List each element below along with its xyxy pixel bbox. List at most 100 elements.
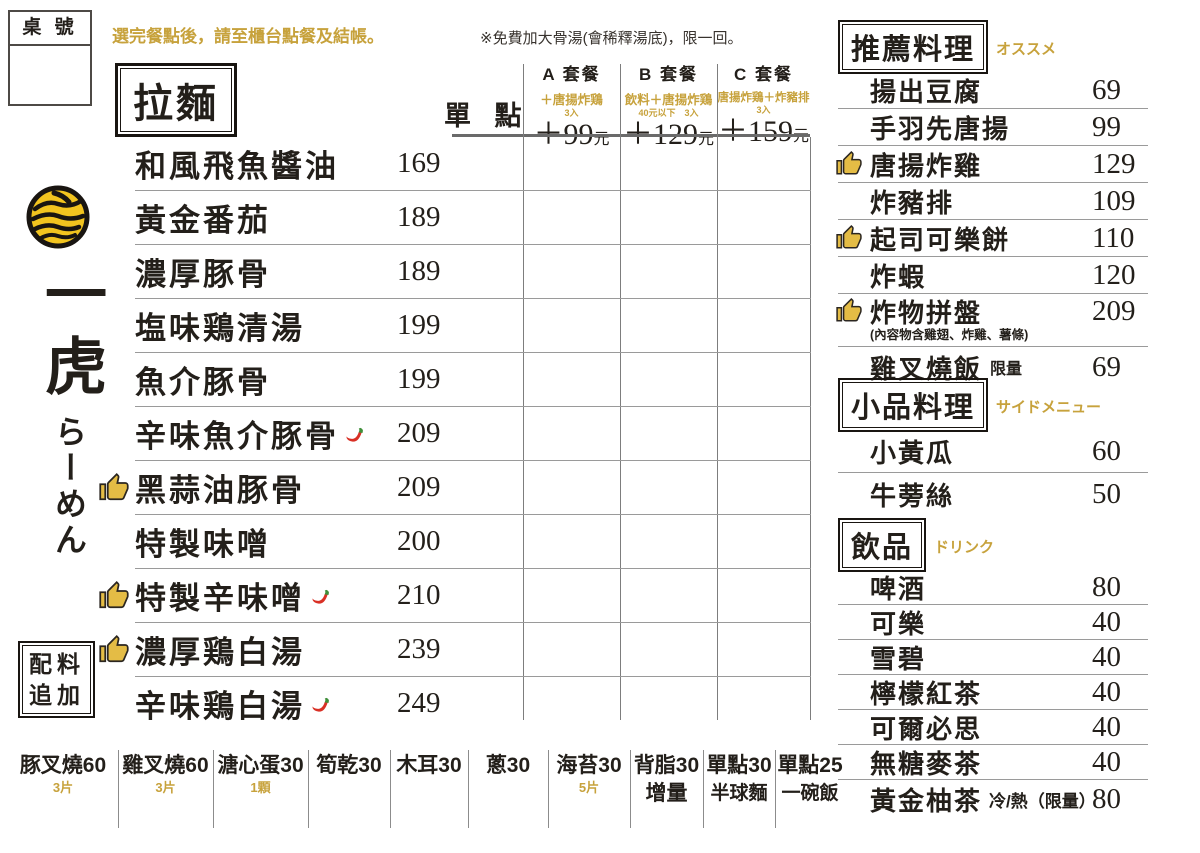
item-price: 200 — [397, 525, 441, 557]
grid-vline-a — [523, 64, 525, 720]
ramen-item-row: 特製味噌 200 — [135, 515, 811, 569]
extras-title: 配料 追加 — [22, 645, 91, 714]
combo-b-tiny: 40元以下 3入 — [638, 108, 699, 118]
drinks-list: 啤酒 80 可樂 40 雪碧 40 檸檬紅茶 40 可爾必思 40 無糖麥茶 4… — [838, 570, 1148, 818]
list-item: 炸物拼盤 209 — [836, 294, 1148, 328]
list-item: 唐揚炸雞 129 — [836, 146, 1148, 183]
list-item: 炸豬排 109 — [838, 183, 1148, 220]
combo-a-tiny: 3入 — [564, 108, 579, 118]
grid-vline-right — [810, 137, 812, 720]
topping-cell: 雞叉燒60 3片 — [122, 754, 209, 795]
sides-list: 小黃瓜 60 牛蒡絲 50 — [838, 430, 1148, 515]
list-item: 牛蒡絲 50 — [870, 477, 1121, 511]
list-item: 檸檬紅茶 40 — [838, 675, 1148, 710]
ramen-item-row: 辛味魚介豚骨 209 — [135, 407, 811, 461]
list-item: 炸蝦 120 — [838, 257, 1148, 294]
list-item: 雪碧 40 — [838, 640, 1148, 675]
list-item: 揚出豆腐 69 — [838, 72, 1148, 109]
combo-a-label: A 套餐 — [542, 65, 601, 84]
recommended-title-box: 推薦料理 — [838, 20, 989, 74]
list-item: 手羽先唐揚 99 — [838, 109, 1148, 146]
list-item: 無糖麥茶 40 — [838, 745, 1148, 780]
item-price: 199 — [397, 363, 441, 395]
recommended-title: 推薦料理 — [842, 24, 985, 70]
drinks-title-box: 飲品 — [838, 518, 927, 572]
sides-subtitle: サイドメニュー — [996, 399, 1102, 416]
topping-cell: 海苔30 5片 — [556, 754, 622, 795]
topping-cell: 單點30 半球麵 — [706, 754, 772, 804]
thumb-up-icon — [836, 151, 862, 175]
drinks-subtitle: ドリンク — [934, 539, 995, 556]
thumb-up-icon — [99, 472, 129, 500]
ramen-item-row: 濃厚豚骨 189 — [135, 245, 811, 299]
item-price: 209 — [397, 417, 441, 449]
item-price: 209 — [397, 471, 441, 503]
ramen-item-row: 魚介豚骨 199 — [135, 353, 811, 407]
topping-divider — [468, 750, 470, 828]
topping-divider — [630, 750, 632, 828]
list-item: 啤酒 80 — [838, 570, 1148, 605]
topping-divider — [118, 750, 120, 828]
list-item-note-row: (內容物含雞翅、炸雞、薯條) — [838, 328, 1148, 347]
combo-c-sub: 唐揚炸鶏＋炸豬排 — [717, 92, 810, 104]
platter-contents-note: (內容物含雞翅、炸雞、薯條) — [870, 328, 1029, 342]
chili-icon — [311, 695, 330, 713]
list-item: 可樂 40 — [838, 605, 1148, 640]
ramen-section-title-box: 拉麵 — [115, 63, 237, 137]
topping-divider — [548, 750, 550, 828]
sides-title-box: 小品料理 — [838, 378, 989, 432]
topping-divider — [775, 750, 777, 828]
item-price: 169 — [397, 147, 441, 179]
topping-cell: 木耳30 — [396, 754, 462, 777]
combo-c-label: C 套餐 — [734, 65, 793, 84]
combo-b-label: B 套餐 — [639, 65, 698, 84]
topping-divider — [703, 750, 705, 828]
order-instruction: 選完餐點後，請至櫃台點餐及結帳。 — [112, 27, 384, 46]
topping-cell: 豚叉燒60 3片 — [19, 754, 107, 795]
combo-a-sub: ＋唐揚炸鶏 — [540, 93, 603, 107]
thumb-up-icon — [99, 634, 129, 662]
list-item: 小黃瓜 60 — [838, 430, 1148, 473]
list-item: 黃金柚茶 冷/熱（限量） 80 — [870, 782, 1121, 816]
chili-icon — [311, 587, 330, 605]
extras-title-box: 配料 追加 — [18, 641, 95, 718]
combo-header-rule — [452, 134, 810, 137]
brand-kana-vertical: らーめん — [50, 415, 88, 559]
thumb-up-icon — [836, 298, 862, 322]
thumb-up-icon — [836, 225, 862, 249]
brand-name-vertical: 一虎 — [34, 262, 107, 406]
ramen-item-row: 黃金番茄 189 — [135, 191, 811, 245]
thumb-up-icon — [99, 580, 129, 608]
ramen-item-row: 黑蒜油豚骨 209 — [99, 461, 811, 515]
topping-divider — [308, 750, 310, 828]
ramen-section-title: 拉麵 — [120, 68, 232, 132]
table-number-label: 桌 號 — [10, 12, 90, 46]
drinks-title: 飲品 — [842, 522, 923, 568]
sides-title: 小品料理 — [842, 382, 985, 428]
single-order-header: 單 點 — [444, 101, 530, 131]
item-price: 249 — [397, 687, 441, 719]
combo-c-header: C 套餐 唐揚炸鶏＋炸豬排 3入 ＋159元 — [717, 60, 810, 152]
limited-badge: 限量 — [990, 361, 1023, 378]
combo-b-sub: 飲料＋唐揚炸鶏 — [624, 93, 713, 107]
recommended-subtitle: オススメ — [996, 41, 1057, 58]
list-item: 可爾必思 40 — [838, 710, 1148, 745]
item-price: 199 — [397, 309, 441, 341]
topping-cell: 背脂30 增量 — [633, 754, 700, 805]
grid-vline-b — [620, 64, 622, 720]
ramen-item-row: 特製辛味噌 210 — [99, 569, 811, 623]
ramen-item-row: 辛味鶏白湯 249 — [135, 687, 441, 724]
item-price: 239 — [397, 633, 441, 665]
chili-icon — [345, 425, 364, 443]
ramen-item-list: 和風飛魚醬油 169 黃金番茄 189 濃厚豚骨 189 塩味鶏清湯 199 魚… — [99, 137, 811, 730]
item-price: 210 — [397, 579, 441, 611]
combo-c-tiny: 3入 — [756, 105, 771, 115]
topping-cell: 蔥30 — [485, 754, 531, 777]
topping-cell: 溏心蛋30 1顆 — [217, 754, 304, 795]
topping-cell: 單點25 一碗飯 — [777, 754, 843, 804]
item-price: 189 — [397, 255, 441, 287]
item-price: 189 — [397, 201, 441, 233]
free-soup-note: ※免費加大骨湯(會稀釋湯底)，限一回。 — [480, 30, 743, 47]
ramen-item-row: 濃厚鶏白湯 239 — [99, 623, 811, 677]
